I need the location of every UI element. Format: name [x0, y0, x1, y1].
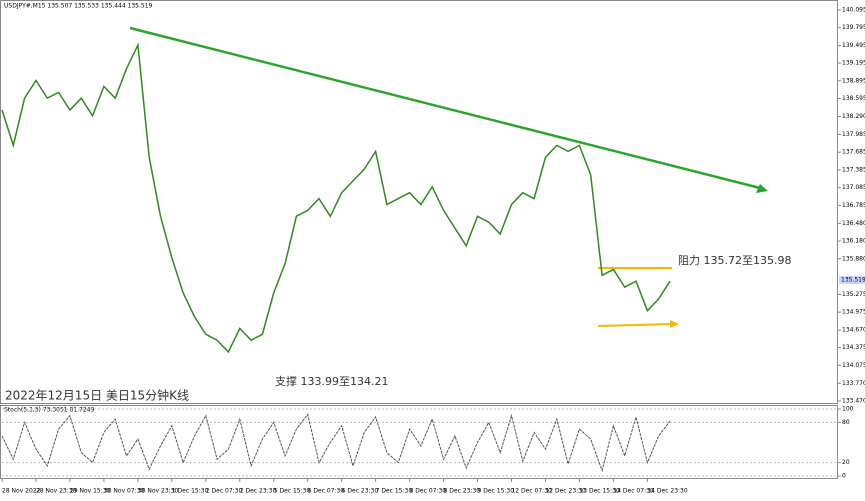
y-tick-label: 138.895: [842, 77, 865, 84]
x-tick-label: 9 Dec 15:30: [478, 488, 515, 495]
stoch-line: [1, 413, 671, 473]
x-tick-label: 12 Dec 23:30: [545, 488, 586, 495]
y-tick-label: 133.470: [842, 398, 865, 405]
x-tick-label: 12 Dec 07:30: [511, 488, 552, 495]
x-tick-label: 5 Dec 15:30: [274, 488, 311, 495]
stoch-header: Stoch(5,3,3) 73.3051 81.7249: [4, 407, 95, 414]
support-line: [597, 323, 673, 327]
y-tick-label: 133.770: [842, 380, 865, 387]
x-tick-label: 8 Dec 23:30: [444, 488, 481, 495]
y-tick-label: 140.095: [842, 7, 865, 14]
y-tick-label: 139.795: [842, 24, 865, 31]
caption: 2022年12月15日 美日15分钟K线: [5, 388, 189, 403]
y-tick-label: 134.670: [842, 327, 865, 334]
x-tick-label: 29 Nov 15:30: [70, 488, 111, 495]
x-tick-label: 30 Nov 07:30: [104, 488, 145, 495]
current-price-label: 135.519: [841, 277, 865, 284]
y-tick-label: 0: [842, 473, 846, 480]
support-label: 支撑 133.99至134.21: [275, 374, 388, 388]
resistance-label: 阻力 135.72至135.98: [678, 254, 791, 267]
y-tick-label: 136.480: [842, 220, 865, 227]
y-tick-label: 80: [842, 419, 850, 426]
y-tick-label: 134.975: [842, 309, 865, 316]
main-frame: [0, 0, 838, 404]
support-arrow: [670, 320, 679, 328]
y-tick-label: 136.180: [842, 238, 865, 245]
x-tick-label: 1 Dec 15:30: [172, 488, 209, 495]
x-tick-label: 6 Dec 23:30: [342, 488, 379, 495]
y-tick-label: 100: [842, 406, 854, 413]
y-tick-label: 136.785: [842, 202, 865, 209]
y-tick-label: 138.290: [842, 113, 865, 120]
y-tick-label: 135.880: [842, 255, 865, 262]
x-tick-label: 7 Dec 15:30: [376, 488, 413, 495]
symbol-header: USDJPY#,M15 135.507 135.533 135.444 135.…: [4, 3, 153, 10]
y-tick-label: 137.985: [842, 131, 865, 138]
x-tick-label: 28 Nov 23:30: [36, 488, 77, 495]
y-tick-label: 137.385: [842, 166, 865, 173]
x-tick-label: 28 Nov 2022: [2, 488, 41, 495]
x-tick-label: 14 Dec 07:30: [613, 488, 654, 495]
x-tick-label: 2 Dec 23:30: [240, 488, 277, 495]
y-tick-label: 137.085: [842, 184, 865, 191]
y-tick-label: 139.495: [842, 42, 865, 49]
x-tick-label: 14 Dec 23:30: [647, 488, 688, 495]
x-tick-label: 8 Dec 07:30: [410, 488, 447, 495]
trend-line: [129, 26, 761, 190]
y-tick-label: 20: [842, 459, 850, 466]
current-price-box: [839, 276, 865, 285]
y-tick-label: 134.075: [842, 362, 865, 369]
y-tick-label: 137.685: [842, 149, 865, 156]
y-tick-label: 138.595: [842, 95, 865, 102]
price-line: [1, 42, 671, 354]
y-tick-label: 134.375: [842, 344, 865, 351]
y-tick-label: 135.275: [842, 291, 865, 298]
trend-arrow: [756, 184, 768, 193]
x-tick-label: 2 Dec 07:30: [206, 488, 243, 495]
x-tick-label: 6 Dec 07:30: [308, 488, 345, 495]
stoch-frame: [0, 405, 838, 479]
y-tick-label: 139.195: [842, 60, 865, 67]
x-tick-label: 13 Dec 15:30: [579, 488, 620, 495]
x-tick-label: 30 Nov 23:30: [138, 488, 179, 495]
